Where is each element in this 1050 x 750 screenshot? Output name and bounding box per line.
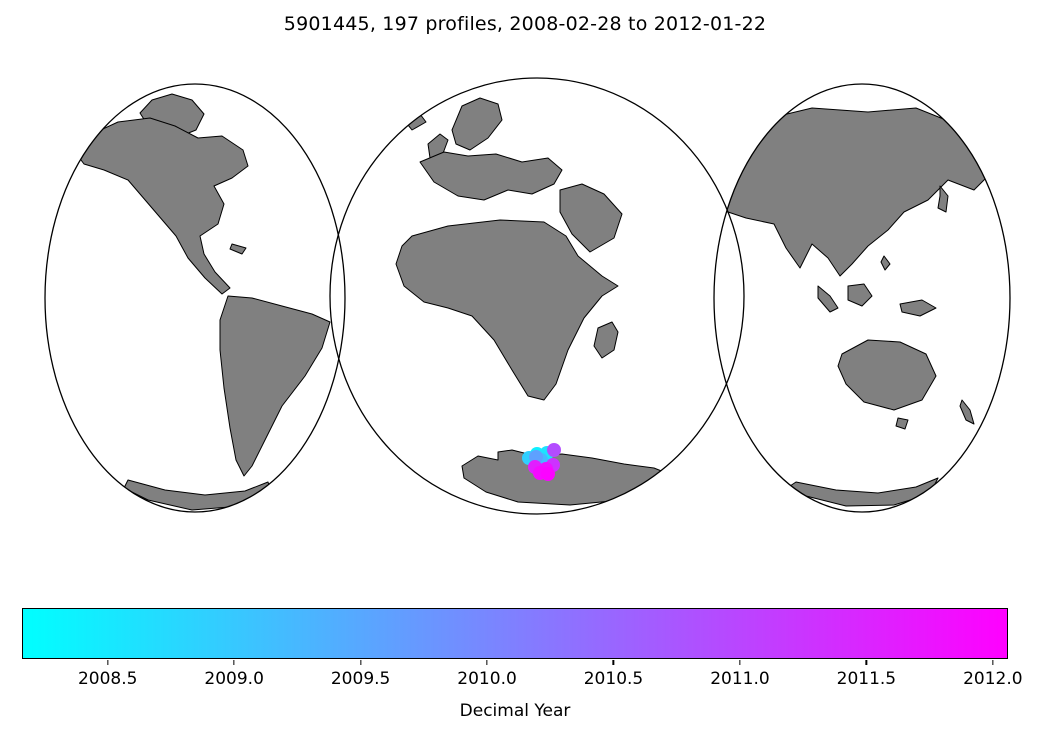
colorbar-ticks: 2008.5 2009.0 2009.5 2010.0 2010.5 2011.0 2011… <box>22 659 1023 699</box>
continent-africa <box>395 219 619 401</box>
map-outline-2 <box>329 77 745 515</box>
island-sumatra <box>817 285 839 313</box>
colorbar <box>22 608 1008 659</box>
map-outline-1 <box>44 83 346 513</box>
colorbar-tick-label: 2010.5 <box>583 669 644 689</box>
colorbar-tick-mark <box>233 660 235 665</box>
continent-australia <box>837 339 937 411</box>
island-japan <box>937 185 949 213</box>
colorbar-tick-label: 2011.5 <box>836 669 897 689</box>
landmasses-lobe-3 <box>714 107 993 507</box>
island-tasmania <box>895 417 909 430</box>
island-madagascar <box>593 321 619 359</box>
continent-north-america <box>77 117 249 295</box>
island-new-guinea <box>899 299 937 317</box>
profile-point <box>547 443 561 457</box>
colorbar-tick-mark <box>359 660 362 665</box>
profile-points <box>522 443 561 481</box>
colorbar-axis-label: Decimal Year <box>459 701 571 721</box>
island-philippines <box>880 255 891 271</box>
colorbar-tick-label: 2012.0 <box>963 669 1023 689</box>
island-cuba <box>229 243 247 255</box>
world-map <box>0 58 1050 603</box>
colorbar-tick-label: 2008.5 <box>77 669 138 689</box>
landmasses-lobe-1 <box>77 93 331 511</box>
antarctica-segment-2 <box>461 449 675 506</box>
map-svg <box>44 77 1011 515</box>
colorbar-tick-label: 2009.5 <box>330 669 391 689</box>
colorbar-tick-label: 2010.0 <box>457 669 517 689</box>
colorbar-tick-mark <box>612 660 615 665</box>
landmasses-lobe-2 <box>395 97 675 506</box>
profile-point <box>541 467 555 481</box>
island-new-zealand <box>959 399 975 425</box>
colorbar-tick-mark <box>486 660 488 665</box>
continent-europe <box>419 151 563 201</box>
scandinavia <box>451 97 503 151</box>
continent-asia <box>714 107 993 277</box>
colorbar-tick-mark <box>865 660 868 665</box>
figure-title: 5901445, 197 profiles, 2008-02-28 to 201… <box>283 13 767 35</box>
colorbar-gradient <box>23 609 1007 658</box>
colorbar-tick-mark <box>739 660 741 665</box>
colorbar-tick-label: 2009.0 <box>204 669 264 689</box>
colorbar-tick-mark <box>992 660 994 665</box>
map-outline-3 <box>713 83 1011 513</box>
island-borneo <box>847 283 873 307</box>
arabian-peninsula <box>559 183 623 253</box>
continent-south-america <box>219 295 331 477</box>
colorbar-tick-mark <box>107 660 109 665</box>
colorbar-tick-label: 2011.0 <box>710 669 770 689</box>
